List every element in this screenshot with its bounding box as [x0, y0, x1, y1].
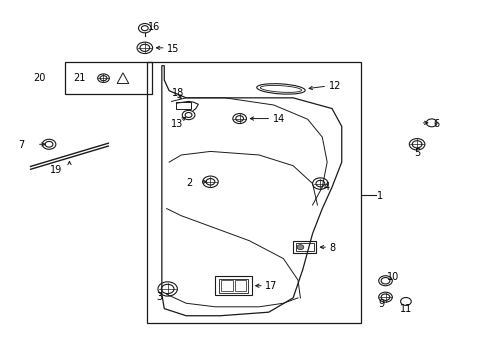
- Text: 17: 17: [265, 282, 277, 292]
- Circle shape: [296, 245, 303, 249]
- Text: 7: 7: [18, 140, 24, 150]
- Bar: [147, 62, 361, 323]
- Text: 11: 11: [399, 303, 411, 314]
- Text: 21: 21: [73, 73, 85, 83]
- Bar: [215, 276, 251, 295]
- Text: 18: 18: [171, 88, 183, 98]
- Text: 9: 9: [378, 299, 384, 309]
- Text: 13: 13: [170, 119, 183, 129]
- Text: 5: 5: [413, 148, 419, 158]
- Text: 4: 4: [323, 182, 329, 192]
- Text: 10: 10: [386, 272, 399, 282]
- Bar: [234, 280, 246, 292]
- Text: 8: 8: [329, 243, 335, 253]
- Text: 6: 6: [432, 118, 438, 129]
- Text: 19: 19: [50, 165, 62, 175]
- Bar: [292, 241, 316, 253]
- Bar: [64, 62, 152, 94]
- Bar: [295, 243, 313, 251]
- Text: 15: 15: [167, 44, 179, 54]
- Text: 1: 1: [376, 191, 382, 201]
- Bar: [176, 102, 191, 109]
- Text: 12: 12: [328, 81, 340, 91]
- Text: 16: 16: [148, 22, 160, 32]
- Bar: [218, 279, 248, 293]
- Text: 3: 3: [156, 292, 162, 302]
- Text: 14: 14: [272, 114, 285, 124]
- Text: 2: 2: [186, 177, 192, 188]
- Text: 20: 20: [33, 73, 45, 83]
- Bar: [221, 280, 232, 292]
